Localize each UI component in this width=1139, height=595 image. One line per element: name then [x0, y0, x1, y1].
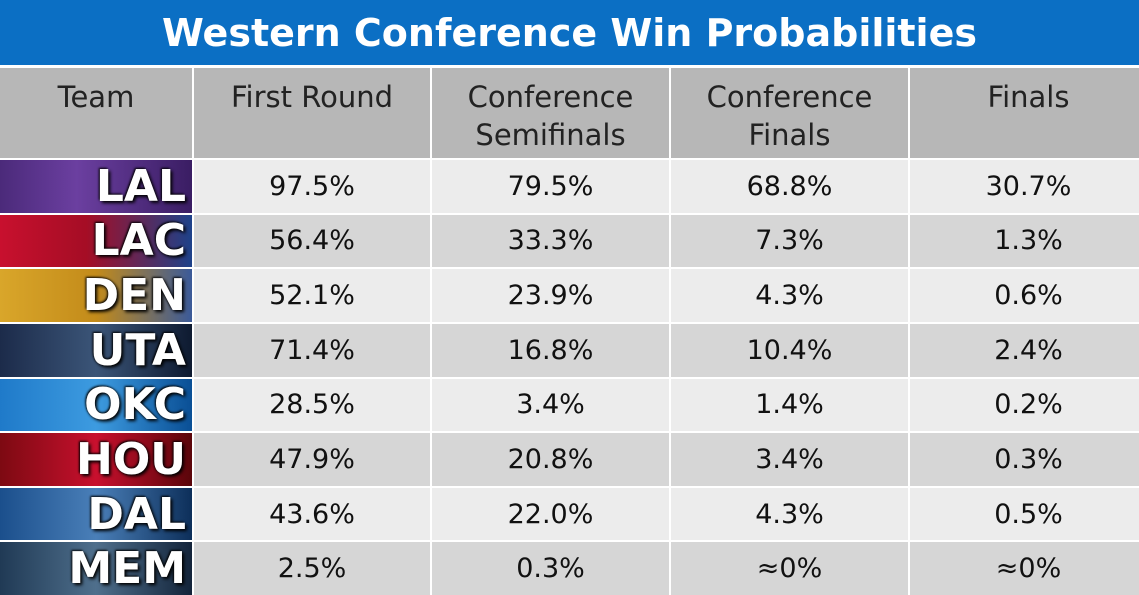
- probability-cell: ≈0%: [910, 542, 1139, 595]
- probability-cell: 23.9%: [432, 269, 669, 322]
- probability-cell: 79.5%: [432, 160, 669, 213]
- probability-cell: 52.1%: [194, 269, 430, 322]
- team-label: UTA: [0, 323, 192, 377]
- probability-cell: 0.3%: [432, 542, 669, 595]
- column-header: Team: [0, 68, 192, 158]
- probability-cell: 30.7%: [910, 160, 1139, 213]
- probability-cell: 97.5%: [194, 160, 430, 213]
- probability-cell: ≈0%: [671, 542, 908, 595]
- probability-cell: 2.5%: [194, 542, 430, 595]
- probability-cell: 68.8%: [671, 160, 908, 213]
- probability-cell: 43.6%: [194, 487, 430, 541]
- probability-cell: 0.3%: [910, 433, 1139, 486]
- probability-cell: 1.3%: [910, 214, 1139, 268]
- probability-cell: 71.4%: [194, 323, 430, 377]
- probability-cell: 3.4%: [671, 433, 908, 486]
- team-label: LAC: [0, 214, 192, 268]
- team-label: OKC: [0, 378, 192, 432]
- probability-cell: 33.3%: [432, 214, 669, 268]
- title: Western Conference Win Probabilities: [0, 0, 1139, 65]
- column-header: Conference Finals: [671, 68, 908, 158]
- table: Team First Round Conference Semifinals Conf…: [0, 68, 1139, 595]
- probability-cell: 2.4%: [910, 323, 1139, 377]
- probability-cell: 56.4%: [194, 214, 430, 268]
- probability-cell: 0.6%: [910, 269, 1139, 322]
- team-label: HOU: [0, 433, 192, 486]
- column-header: Conference Semifinals: [432, 68, 669, 158]
- probability-cell: 20.8%: [432, 433, 669, 486]
- probability-cell: 47.9%: [194, 433, 430, 486]
- team-label: DAL: [0, 487, 192, 541]
- team-label: MEM: [0, 542, 192, 595]
- probability-cell: 28.5%: [194, 378, 430, 432]
- probability-cell: 4.3%: [671, 269, 908, 322]
- probability-cell: 10.4%: [671, 323, 908, 377]
- probability-cell: 0.2%: [910, 378, 1139, 432]
- team-label: DEN: [0, 269, 192, 322]
- column-header: First Round: [194, 68, 430, 158]
- probability-cell: 3.4%: [432, 378, 669, 432]
- probability-cell: 1.4%: [671, 378, 908, 432]
- team-label: LAL: [0, 160, 192, 213]
- probability-cell: 7.3%: [671, 214, 908, 268]
- probability-cell: 16.8%: [432, 323, 669, 377]
- column-header: Finals: [910, 68, 1139, 158]
- probability-cell: 4.3%: [671, 487, 908, 541]
- probability-cell: 22.0%: [432, 487, 669, 541]
- probability-cell: 0.5%: [910, 487, 1139, 541]
